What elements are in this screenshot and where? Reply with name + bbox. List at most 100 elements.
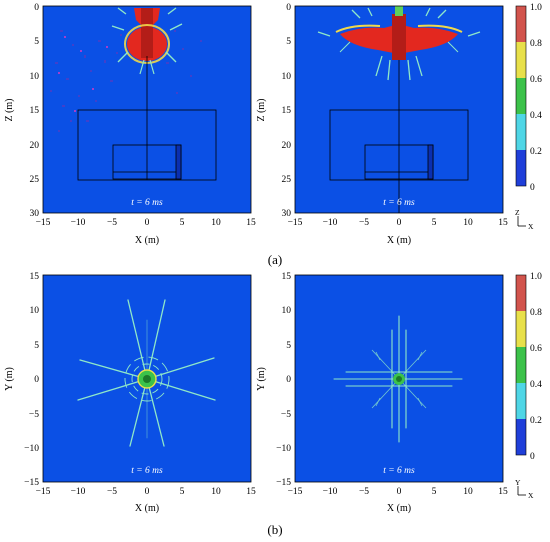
panel-a-left-xtick: −10 (71, 218, 86, 228)
axis-triad-top-horizontal: X (528, 222, 534, 231)
panel-b-right-xtick: 0 (397, 487, 402, 497)
panel-a-right-ytick: 10 (282, 72, 292, 82)
axis-triad-bottom-vertical: Y (515, 478, 521, 487)
panel-b-right-xtick: 15 (498, 487, 508, 497)
panel-a-right-structure (329, 60, 469, 213)
panel-b-right-ytick: −10 (276, 444, 291, 454)
panel-b-right-xtick: −10 (323, 487, 338, 497)
colorbar-top-segment (516, 6, 526, 42)
panel-b-right-ytick: 15 (282, 272, 292, 282)
subfigure-label-b: (b) (267, 522, 282, 537)
panel-b-left-xtick: 10 (211, 487, 221, 497)
panel-b-left-time-label: t = 6 ms (131, 466, 163, 476)
panel-b-left-xtick: 15 (246, 487, 256, 497)
panel-a-left-ytick: 15 (30, 106, 40, 116)
panel-a-right-xtick: −15 (288, 218, 303, 228)
panel-a-right-xlabel: X (m) (387, 235, 411, 246)
panel-a-left-xtick: 0 (145, 218, 150, 228)
colorbar-top-segment (516, 78, 526, 114)
panel-a-left-xtick: 10 (211, 218, 221, 228)
panel-b-right-ytick: −5 (281, 410, 291, 420)
colorbar-top-tick: 0.4 (530, 111, 542, 121)
panel-a-left-ytick: 10 (30, 72, 40, 82)
panel-a-left-specks-magenta (58, 36, 108, 112)
colorbar-bottom-segment (516, 347, 526, 383)
panel-b-left-xtick: 0 (145, 487, 150, 497)
colorbar-bottom-segment (516, 311, 526, 347)
panel-b-right-xtick: 10 (463, 487, 473, 497)
colorbar-bottom-tick: 0.2 (530, 416, 542, 426)
subfigure-label-a: (a) (268, 252, 282, 267)
colorbar-top: 1.0 0.8 0.6 0.4 0.2 0 (515, 3, 542, 193)
colorbar-top-tick: 1.0 (530, 3, 542, 13)
colorbar-top-tick: 0.2 (530, 147, 542, 157)
panel-a-left-damage-zone (111, 7, 183, 75)
panel-b-right-core (393, 373, 405, 385)
panel-b-left-ytick: −15 (24, 478, 39, 488)
panel-a-right-ytick: 30 (282, 209, 292, 219)
panel-a-left-ylabel: Z (m) (4, 98, 15, 121)
axis-triad-top-vertical: Z (515, 208, 520, 217)
colorbar-bottom-tick: 0.6 (530, 344, 542, 354)
panel-b-left-xtick: 5 (180, 487, 185, 497)
panel-a-left: t = 6 ms −15 −10 −5 0 5 10 15 0 5 10 15 … (4, 3, 256, 246)
panel-a-right-ylabel: Z (m) (256, 98, 267, 121)
panel-b-right-xtick: −15 (288, 487, 303, 497)
colorbar-bottom-tick: 0 (530, 452, 535, 462)
colorbar-top-segment (516, 114, 526, 150)
panel-a-left-specks (50, 30, 202, 132)
panel-b-right-cross-cracks (333, 315, 463, 443)
panel-b-right-xlabel: X (m) (387, 503, 411, 514)
panel-a-right: t = 6 ms −15 −10 −5 0 5 10 15 0 5 10 15 … (256, 3, 508, 246)
panel-b-left-core (137, 369, 157, 389)
panel-b-left-ylabel: Y (m) (4, 367, 15, 391)
panel-a-left-xlabel: X (m) (135, 235, 159, 246)
panel-a-right-xtick: 5 (432, 218, 437, 228)
panel-a-right-xtick: −10 (323, 218, 338, 228)
colorbar-bottom-segment (516, 383, 526, 419)
panel-a-right-time-label: t = 6 ms (383, 198, 415, 208)
colorbar-top-segment (516, 42, 526, 78)
panel-a-left-ytick: 20 (30, 141, 40, 151)
panel-b-left-radial-cracks (77, 299, 216, 447)
panel-a-left-xtick: −5 (107, 218, 117, 228)
axis-triad-bottom-horizontal: X (528, 491, 534, 500)
panel-b-left-xtick: −10 (71, 487, 86, 497)
panel-a-right-xtick: 0 (397, 218, 402, 228)
panel-b-right: t = 6 ms −15 −10 −5 0 5 10 15 15 10 5 0 … (256, 272, 508, 514)
panel-b-right-time-label: t = 6 ms (383, 466, 415, 476)
axis-triad-bottom: Y X (515, 478, 534, 500)
panel-a-right-ytick: 25 (282, 175, 292, 185)
colorbar-bottom-segment (516, 275, 526, 311)
panel-b-left-ytick: 0 (34, 375, 39, 385)
panel-b-left-ytick: 5 (34, 341, 39, 351)
panel-a-left-xtick: 15 (246, 218, 256, 228)
panel-b-right-xtick: −5 (359, 487, 369, 497)
panel-a-right-ytick: 20 (282, 141, 292, 151)
panel-a-left-ytick: 5 (34, 37, 39, 47)
panel-a-right-xtick: 10 (463, 218, 473, 228)
panel-a-left-xtick: 5 (180, 218, 185, 228)
panel-a-left-time-label: t = 6 ms (131, 198, 163, 208)
panel-b-left-xtick: −15 (36, 487, 51, 497)
colorbar-bottom-tick: 1.0 (530, 272, 542, 282)
panel-b-left-ytick: 10 (30, 306, 40, 316)
panel-a-left-xtick: −15 (36, 218, 51, 228)
panel-b-right-ytick: 5 (286, 341, 291, 351)
panel-b-right-ytick: 0 (286, 375, 291, 385)
colorbar-bottom-tick: 0.4 (530, 380, 542, 390)
colorbar-top-tick: 0.6 (530, 75, 542, 85)
panel-a-left-structure (77, 56, 217, 181)
panel-b-right-diagonal-cracks (371, 349, 427, 409)
panel-a-right-ytick: 5 (286, 37, 291, 47)
panel-b-left-ytick: 15 (30, 272, 40, 282)
panel-b-left: t = 6 ms −15 −10 −5 0 5 10 15 15 10 5 0 … (4, 272, 256, 514)
panel-b-left-ytick: −10 (24, 444, 39, 454)
axis-triad-top: Z X (515, 208, 534, 231)
colorbar-bottom: 1.0 0.8 0.6 0.4 0.2 0 (515, 272, 542, 462)
panel-a-left-ytick: 25 (30, 175, 40, 185)
colorbar-bottom-segment (516, 419, 526, 455)
panel-b-left-ytick: −5 (29, 410, 39, 420)
panel-b-left-xtick: −5 (107, 487, 117, 497)
colorbar-top-tick: 0.8 (530, 39, 542, 49)
